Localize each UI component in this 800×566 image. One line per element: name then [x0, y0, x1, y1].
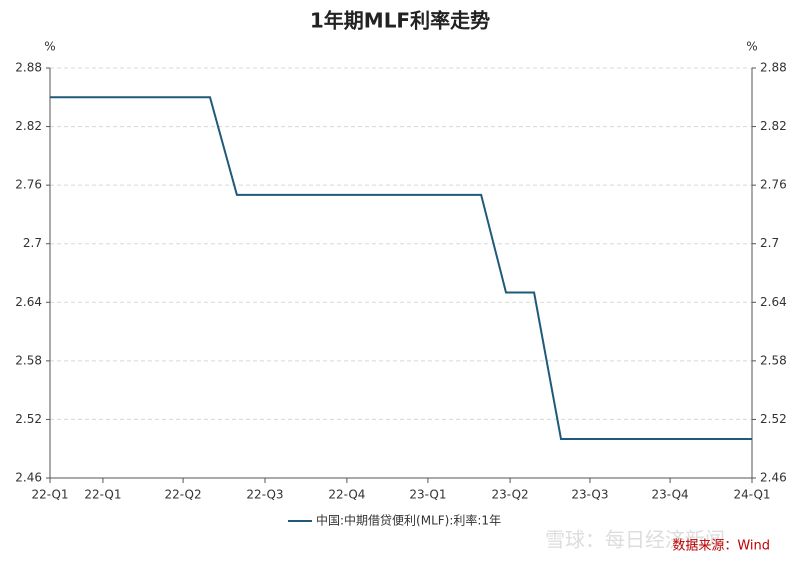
- line-series: [50, 96, 752, 440]
- y2-tick-label: 2.82: [760, 119, 787, 133]
- y-tick-label: 2.7: [23, 236, 42, 250]
- y2-tick-label: 2.88: [760, 61, 787, 75]
- x-tick-label: 22-Q2: [165, 488, 202, 502]
- watermark: 雪球：每日经济新闻: [545, 528, 725, 552]
- y-tick-label: 2.46: [15, 471, 42, 485]
- x-tick-label: 22-Q1: [84, 488, 121, 502]
- y2-tick-label: 2.52: [760, 412, 787, 426]
- legend-label: 中国:中期借贷便利(MLF):利率:1年: [316, 513, 501, 528]
- y2-tick-label: 2.76: [760, 178, 787, 192]
- y2-tick-label: 2.58: [760, 353, 787, 367]
- x-tick-label: 24-Q1: [733, 488, 770, 502]
- y-tick-label: 2.82: [15, 119, 42, 133]
- source: 数据来源：Wind: [672, 539, 770, 554]
- x-tick-label: 23-Q3: [571, 488, 608, 502]
- y2-tick-label: 2.46: [760, 471, 787, 485]
- y-tick-label: 2.88: [15, 61, 42, 75]
- y-tick-label: 2.64: [15, 295, 42, 309]
- x-tick-label: 23-Q1: [409, 488, 446, 502]
- y2-tick-label: 2.7: [760, 236, 779, 250]
- x-tick-label: 23-Q4: [652, 488, 689, 502]
- y2-unit: %: [746, 40, 757, 54]
- x-tick-label: 22-Q3: [246, 488, 283, 502]
- y-tick-label: 2.76: [15, 178, 42, 192]
- y-tick-label: 2.58: [15, 353, 42, 367]
- x-tick-label: 22-Q4: [328, 488, 365, 502]
- y-tick-label: 2.52: [15, 412, 42, 426]
- x-tick-label: 22-Q1: [31, 488, 68, 502]
- x-tick-label: 23-Q2: [492, 488, 529, 502]
- chart-title: 1年期MLF利率走势: [310, 9, 490, 33]
- y-unit: %: [44, 40, 55, 54]
- y2-tick-label: 2.64: [760, 295, 787, 309]
